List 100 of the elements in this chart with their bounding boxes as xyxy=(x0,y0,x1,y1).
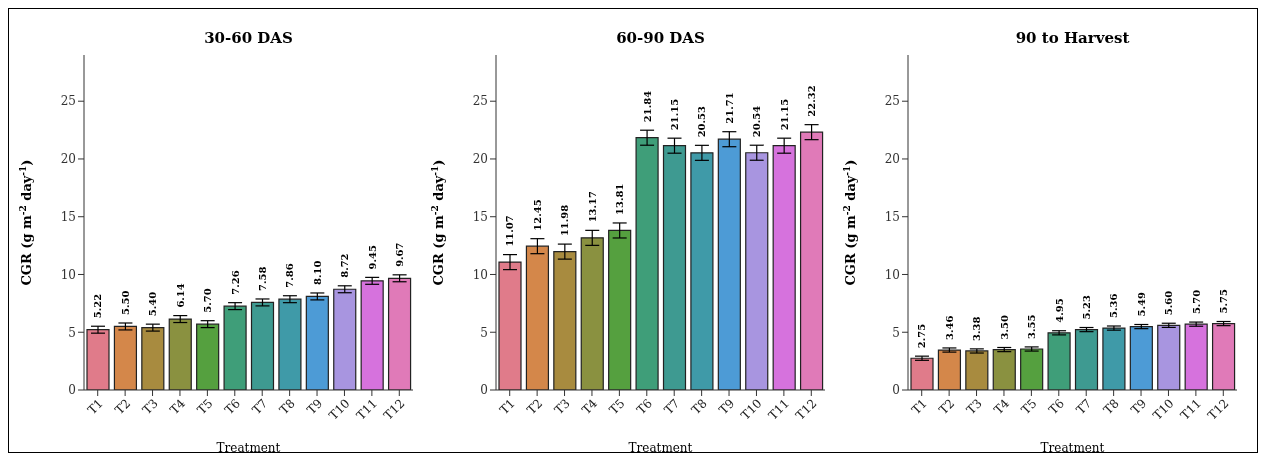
data-label: 5.75 xyxy=(1218,289,1230,314)
bar xyxy=(772,145,796,390)
data-label: 12.45 xyxy=(531,199,543,231)
x-tick-label: T1 xyxy=(908,396,930,418)
data-label: 20.54 xyxy=(751,105,763,138)
data-label: 2.75 xyxy=(916,323,928,349)
bar xyxy=(196,323,220,390)
bar xyxy=(937,349,962,390)
x-tick-label: T10 xyxy=(326,396,353,423)
x-tick-label: T12 xyxy=(381,396,408,423)
x-tick-label: T2 xyxy=(936,396,958,418)
data-label: 5.60 xyxy=(1163,290,1175,316)
x-tick-label: T5 xyxy=(606,396,628,418)
bar xyxy=(992,348,1016,390)
x-tick-label: T9 xyxy=(716,396,738,418)
bar xyxy=(799,131,824,390)
bar xyxy=(1020,348,1044,390)
y-tick-label: 10 xyxy=(884,267,900,282)
x-tick-label: T9 xyxy=(304,396,326,418)
bar xyxy=(580,237,604,390)
data-label: 21.15 xyxy=(778,98,790,131)
bar xyxy=(1047,332,1071,390)
x-tick-label: T2 xyxy=(524,396,546,418)
data-label: 8.10 xyxy=(311,260,323,285)
y-tick-label: 15 xyxy=(472,209,488,224)
x-tick-label: T4 xyxy=(579,395,601,418)
x-tick-label: T1 xyxy=(84,396,106,418)
data-label: 21.84 xyxy=(641,90,653,123)
bar xyxy=(86,329,110,390)
y-tick-label: 25 xyxy=(472,94,488,109)
data-label: 21.71 xyxy=(723,92,735,124)
x-tick-label: T5 xyxy=(1018,396,1040,418)
data-label: 3.46 xyxy=(943,315,955,340)
chart-title: 60-90 DAS xyxy=(615,29,706,47)
data-label: 4.95 xyxy=(1053,298,1065,323)
x-axis-title: Treatment xyxy=(216,441,281,455)
data-label: 5.40 xyxy=(147,291,159,317)
bar xyxy=(1184,323,1208,390)
data-label: 5.70 xyxy=(202,288,214,313)
y-tick-label: 5 xyxy=(68,325,76,340)
y-tick-label: 20 xyxy=(884,152,900,167)
bar xyxy=(745,152,769,390)
x-tick-label: T6 xyxy=(221,396,243,418)
x-tick-label: T11 xyxy=(765,396,793,423)
chart-title: 90 to Harvest xyxy=(1014,29,1131,47)
y-tick-label: 25 xyxy=(884,94,900,109)
data-label: 8.72 xyxy=(339,253,351,278)
x-tick-label: T8 xyxy=(276,396,298,418)
y-tick-label: 5 xyxy=(892,325,900,340)
x-axis-title: Treatment xyxy=(1040,441,1105,455)
x-tick-label: T12 xyxy=(1205,396,1232,423)
data-label: 5.23 xyxy=(1081,295,1092,320)
data-label: 3.50 xyxy=(998,315,1010,340)
bar xyxy=(1211,322,1236,390)
x-tick-label: T7 xyxy=(1073,396,1095,418)
y-tick-label: 10 xyxy=(472,267,488,282)
bar xyxy=(223,305,247,390)
bar xyxy=(635,137,659,390)
x-tick-label: T9 xyxy=(1128,396,1150,418)
data-label: 7.26 xyxy=(229,270,241,295)
data-label: 13.17 xyxy=(586,191,598,223)
y-tick-label: 0 xyxy=(480,383,488,398)
x-tick-label: T11 xyxy=(353,396,381,423)
x-tick-label: T10 xyxy=(1150,396,1177,423)
x-tick-label: T4 xyxy=(991,395,1013,418)
bar xyxy=(387,277,412,390)
data-label: 5.70 xyxy=(1190,289,1202,315)
y-tick-label: 5 xyxy=(480,325,488,340)
bar xyxy=(717,138,741,390)
x-tick-label: T8 xyxy=(1100,396,1122,418)
data-label: 7.58 xyxy=(257,266,268,291)
data-label: 6.14 xyxy=(174,283,186,308)
bar xyxy=(553,251,577,390)
data-label: 9.45 xyxy=(366,244,378,270)
data-label: 13.81 xyxy=(614,183,626,215)
x-tick-label: T6 xyxy=(1045,396,1067,418)
x-tick-label: T8 xyxy=(688,396,710,418)
bar xyxy=(498,261,522,390)
y-tick-label: 25 xyxy=(60,94,76,109)
y-tick-label: 0 xyxy=(68,383,76,398)
bar xyxy=(250,301,275,390)
y-tick-label: 0 xyxy=(892,383,900,398)
data-label: 3.38 xyxy=(971,316,983,341)
data-label: 21.15 xyxy=(669,98,680,131)
bar xyxy=(333,288,357,390)
y-tick-label: 20 xyxy=(472,152,488,167)
x-tick-label: T7 xyxy=(249,396,271,418)
data-label: 22.32 xyxy=(806,85,818,117)
x-tick-label: T2 xyxy=(112,396,134,418)
bar xyxy=(360,280,384,390)
x-tick-label: T11 xyxy=(1177,396,1205,423)
bar xyxy=(910,357,934,390)
x-axis-title: Treatment xyxy=(628,441,693,455)
bar xyxy=(141,327,165,390)
x-tick-label: T3 xyxy=(963,396,985,418)
x-tick-label: T7 xyxy=(661,396,683,418)
data-label: 11.07 xyxy=(504,215,516,247)
y-tick-label: 20 xyxy=(60,152,76,167)
x-tick-label: T10 xyxy=(738,396,765,423)
x-tick-label: T1 xyxy=(496,396,518,418)
